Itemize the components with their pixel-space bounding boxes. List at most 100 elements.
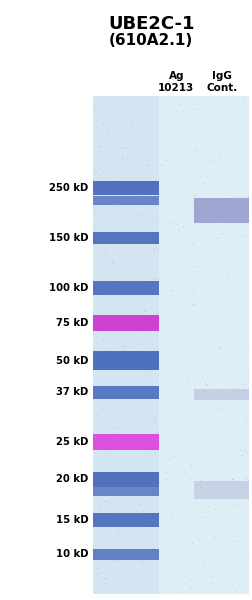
Point	[240, 179, 244, 188]
Point	[225, 258, 229, 268]
Point	[148, 371, 152, 380]
Point	[139, 559, 143, 568]
Point	[127, 303, 131, 313]
Point	[100, 404, 104, 413]
Point	[218, 229, 222, 239]
Point	[239, 324, 243, 334]
Point	[103, 247, 107, 256]
Point	[173, 445, 177, 455]
Point	[106, 556, 110, 566]
Point	[122, 359, 127, 368]
Point	[192, 398, 196, 408]
Point	[122, 341, 126, 350]
Text: Ag
10213: Ag 10213	[158, 71, 195, 93]
Point	[138, 339, 142, 349]
Point	[203, 346, 207, 356]
Point	[183, 182, 187, 191]
Point	[179, 469, 183, 478]
Point	[110, 579, 114, 589]
Point	[176, 470, 180, 480]
Point	[103, 391, 107, 401]
Point	[211, 443, 215, 453]
Point	[182, 119, 186, 128]
Point	[219, 299, 223, 308]
Point	[144, 329, 148, 338]
Point	[141, 188, 145, 197]
Point	[217, 122, 222, 131]
Point	[144, 244, 148, 253]
Point	[194, 137, 198, 146]
Point	[121, 216, 125, 226]
Point	[105, 320, 109, 330]
Point	[100, 350, 104, 360]
Bar	[93, 181, 159, 195]
Point	[129, 118, 133, 127]
Point	[153, 487, 158, 496]
Point	[118, 265, 122, 274]
Point	[247, 549, 251, 559]
Point	[190, 466, 194, 475]
Point	[222, 314, 226, 324]
Point	[240, 377, 244, 387]
Point	[187, 584, 192, 593]
Point	[135, 247, 139, 256]
Point	[216, 233, 220, 242]
Point	[182, 191, 186, 200]
Point	[114, 277, 118, 286]
Point	[203, 156, 207, 166]
Point	[110, 176, 114, 186]
Point	[100, 119, 104, 128]
Point	[135, 191, 139, 200]
Point	[238, 506, 242, 516]
Point	[168, 502, 172, 511]
Point	[105, 572, 109, 582]
Point	[168, 453, 172, 463]
Point	[180, 308, 184, 317]
Point	[176, 513, 180, 523]
Point	[144, 254, 148, 264]
Point	[135, 134, 139, 143]
Point	[209, 577, 213, 587]
Point	[146, 446, 150, 456]
Point	[181, 519, 185, 529]
Point	[152, 244, 156, 254]
Point	[209, 367, 213, 377]
Point	[191, 521, 195, 530]
Point	[108, 220, 112, 230]
Point	[215, 479, 219, 488]
Point	[199, 475, 203, 485]
Point	[120, 109, 124, 118]
Point	[177, 242, 181, 251]
Point	[227, 408, 231, 418]
Point	[185, 338, 189, 348]
Point	[230, 169, 234, 178]
Point	[136, 473, 140, 483]
Point	[170, 364, 174, 373]
Point	[215, 441, 219, 451]
Point	[151, 113, 155, 123]
Point	[210, 337, 214, 346]
Bar	[93, 314, 159, 331]
Point	[137, 118, 141, 128]
Point	[172, 182, 176, 192]
Point	[240, 259, 244, 268]
Point	[114, 571, 118, 580]
Point	[208, 391, 212, 400]
Point	[231, 261, 235, 271]
Point	[156, 478, 161, 487]
Point	[116, 533, 120, 542]
Point	[230, 474, 234, 484]
Point	[134, 400, 138, 410]
Point	[233, 441, 237, 451]
Point	[183, 180, 187, 190]
Point	[92, 365, 96, 374]
Point	[129, 131, 133, 141]
Point	[184, 571, 188, 581]
Point	[194, 502, 198, 511]
Point	[158, 547, 162, 556]
Point	[146, 509, 150, 519]
Point	[146, 430, 150, 440]
Point	[189, 151, 193, 161]
Point	[171, 577, 175, 586]
Point	[205, 305, 209, 314]
